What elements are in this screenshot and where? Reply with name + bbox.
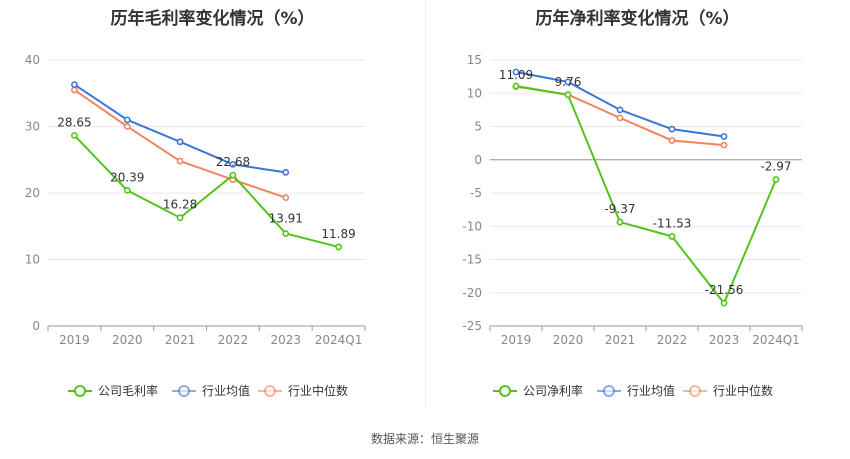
y-tick-label: -25 bbox=[462, 319, 482, 333]
x-tick-label: 2021 bbox=[605, 333, 636, 347]
y-tick-label: -10 bbox=[462, 219, 482, 233]
data-label: 11.89 bbox=[321, 227, 355, 241]
y-tick-label: 0 bbox=[474, 153, 482, 167]
data-label: 13.91 bbox=[269, 211, 303, 225]
x-tick-label: 2023 bbox=[709, 333, 740, 347]
data-point bbox=[616, 114, 624, 122]
data-point bbox=[772, 176, 780, 183]
gross-margin-chart-panel: 历年毛利率变化情况（%） 0 10 20 30 40 2019 2020 2021 2022 20… bbox=[0, 0, 425, 420]
legend-label: 公司净利率 bbox=[523, 383, 583, 398]
data-point bbox=[616, 106, 624, 114]
source-label: 数据来源： bbox=[370, 432, 431, 446]
data-point bbox=[229, 171, 237, 179]
y-tick-label: -20 bbox=[462, 286, 482, 300]
data-label: 9.76 bbox=[555, 75, 582, 89]
panel-divider bbox=[425, 0, 426, 408]
data-label: 16.28 bbox=[163, 198, 197, 212]
x-tick-label: 2024Q1 bbox=[752, 333, 800, 347]
data-point bbox=[71, 86, 78, 94]
legend-marker bbox=[264, 385, 276, 397]
data-label: 20.39 bbox=[110, 170, 144, 184]
data-label: -11.53 bbox=[653, 216, 692, 230]
data-point bbox=[176, 138, 184, 146]
y-tick-label: 0 bbox=[32, 319, 40, 333]
x-tick-label: 2022 bbox=[657, 333, 688, 347]
x-tick-label: 2021 bbox=[165, 333, 196, 347]
data-point bbox=[176, 157, 184, 165]
data-point bbox=[668, 233, 676, 240]
legend-item: 公司净利率 bbox=[493, 383, 583, 398]
y-tick-label: -5 bbox=[470, 186, 482, 200]
legend-item: 行业均值 bbox=[172, 383, 250, 398]
x-tick-label: 2022 bbox=[218, 333, 249, 347]
y-tick-label: 15 bbox=[467, 53, 482, 67]
data-point bbox=[720, 133, 728, 140]
data-point bbox=[282, 194, 290, 202]
legend-marker bbox=[689, 385, 701, 397]
net-margin-chart-panel: 历年净利率变化情况（%） -25 -20 -15 -10 -5 0 5 10 15 2019 202… bbox=[425, 0, 850, 420]
data-point bbox=[123, 116, 131, 124]
data-label: -21.56 bbox=[705, 283, 744, 297]
data-label: 11.09 bbox=[499, 68, 533, 82]
data-point bbox=[720, 141, 728, 149]
net-margin-chart: -25 -20 -15 -10 -5 0 5 10 15 2019 2020 2021 2022 2023… bbox=[462, 53, 803, 398]
x-tick-label: 2019 bbox=[501, 333, 532, 347]
legend-item: 行业均值 bbox=[597, 383, 675, 398]
data-point bbox=[71, 81, 78, 89]
data-label: 22.68 bbox=[216, 155, 250, 169]
grid-lines bbox=[490, 59, 802, 327]
chart-title: 历年净利率变化情况（%） bbox=[535, 9, 740, 29]
series-line bbox=[73, 134, 339, 248]
data-point bbox=[335, 243, 342, 251]
data-point bbox=[123, 187, 131, 194]
legend-label: 行业中位数 bbox=[288, 383, 348, 398]
y-tick-label: 40 bbox=[25, 53, 40, 67]
x-tick-label: 2023 bbox=[270, 333, 301, 347]
data-point bbox=[668, 137, 676, 144]
data-point bbox=[564, 91, 572, 99]
x-tick-label: 2019 bbox=[59, 333, 90, 347]
legend-label: 行业中位数 bbox=[713, 383, 773, 398]
data-point bbox=[229, 161, 237, 168]
legend-marker bbox=[499, 385, 511, 397]
legend-marker bbox=[603, 385, 615, 397]
legend-item: 公司毛利率 bbox=[68, 383, 158, 398]
series-line bbox=[515, 85, 777, 306]
legend-marker bbox=[178, 385, 190, 397]
chart-title: 历年毛利率变化情况（%） bbox=[110, 9, 315, 29]
source-name: 恒生聚源 bbox=[431, 432, 480, 446]
x-tick-label: 2024Q1 bbox=[315, 333, 363, 347]
data-label: -9.37 bbox=[604, 202, 635, 216]
data-point bbox=[176, 214, 184, 222]
x-tick-label: 2020 bbox=[112, 333, 143, 347]
data-label: -2.97 bbox=[760, 160, 791, 174]
data-point bbox=[282, 230, 290, 237]
legend-label: 行业均值 bbox=[627, 383, 675, 398]
data-point bbox=[616, 218, 624, 226]
y-tick-label: -15 bbox=[462, 253, 482, 267]
gross-margin-chart: 0 10 20 30 40 2019 2020 2021 2022 2023 2024Q1 28.65… bbox=[25, 53, 366, 398]
data-point bbox=[564, 78, 572, 86]
y-tick-label: 10 bbox=[467, 86, 482, 100]
legend-item: 行业中位数 bbox=[258, 383, 348, 398]
legend-marker bbox=[74, 385, 86, 397]
legend-item: 行业中位数 bbox=[683, 383, 773, 398]
y-tick-label: 30 bbox=[25, 120, 40, 134]
data-point bbox=[668, 125, 676, 133]
data-label: 28.65 bbox=[57, 115, 91, 129]
data-point bbox=[123, 123, 131, 130]
data-point bbox=[71, 132, 78, 139]
data-point bbox=[512, 82, 520, 90]
data-point bbox=[282, 168, 290, 176]
y-tick-label: 10 bbox=[25, 253, 40, 267]
y-tick-label: 20 bbox=[25, 186, 40, 200]
data-point bbox=[720, 299, 728, 307]
legend-label: 公司毛利率 bbox=[98, 383, 158, 398]
y-tick-label: 5 bbox=[474, 120, 482, 134]
x-tick-label: 2020 bbox=[553, 333, 584, 347]
legend-label: 行业均值 bbox=[202, 383, 250, 398]
data-source: 数据来源：恒生聚源 bbox=[0, 430, 850, 447]
data-point bbox=[512, 68, 520, 76]
